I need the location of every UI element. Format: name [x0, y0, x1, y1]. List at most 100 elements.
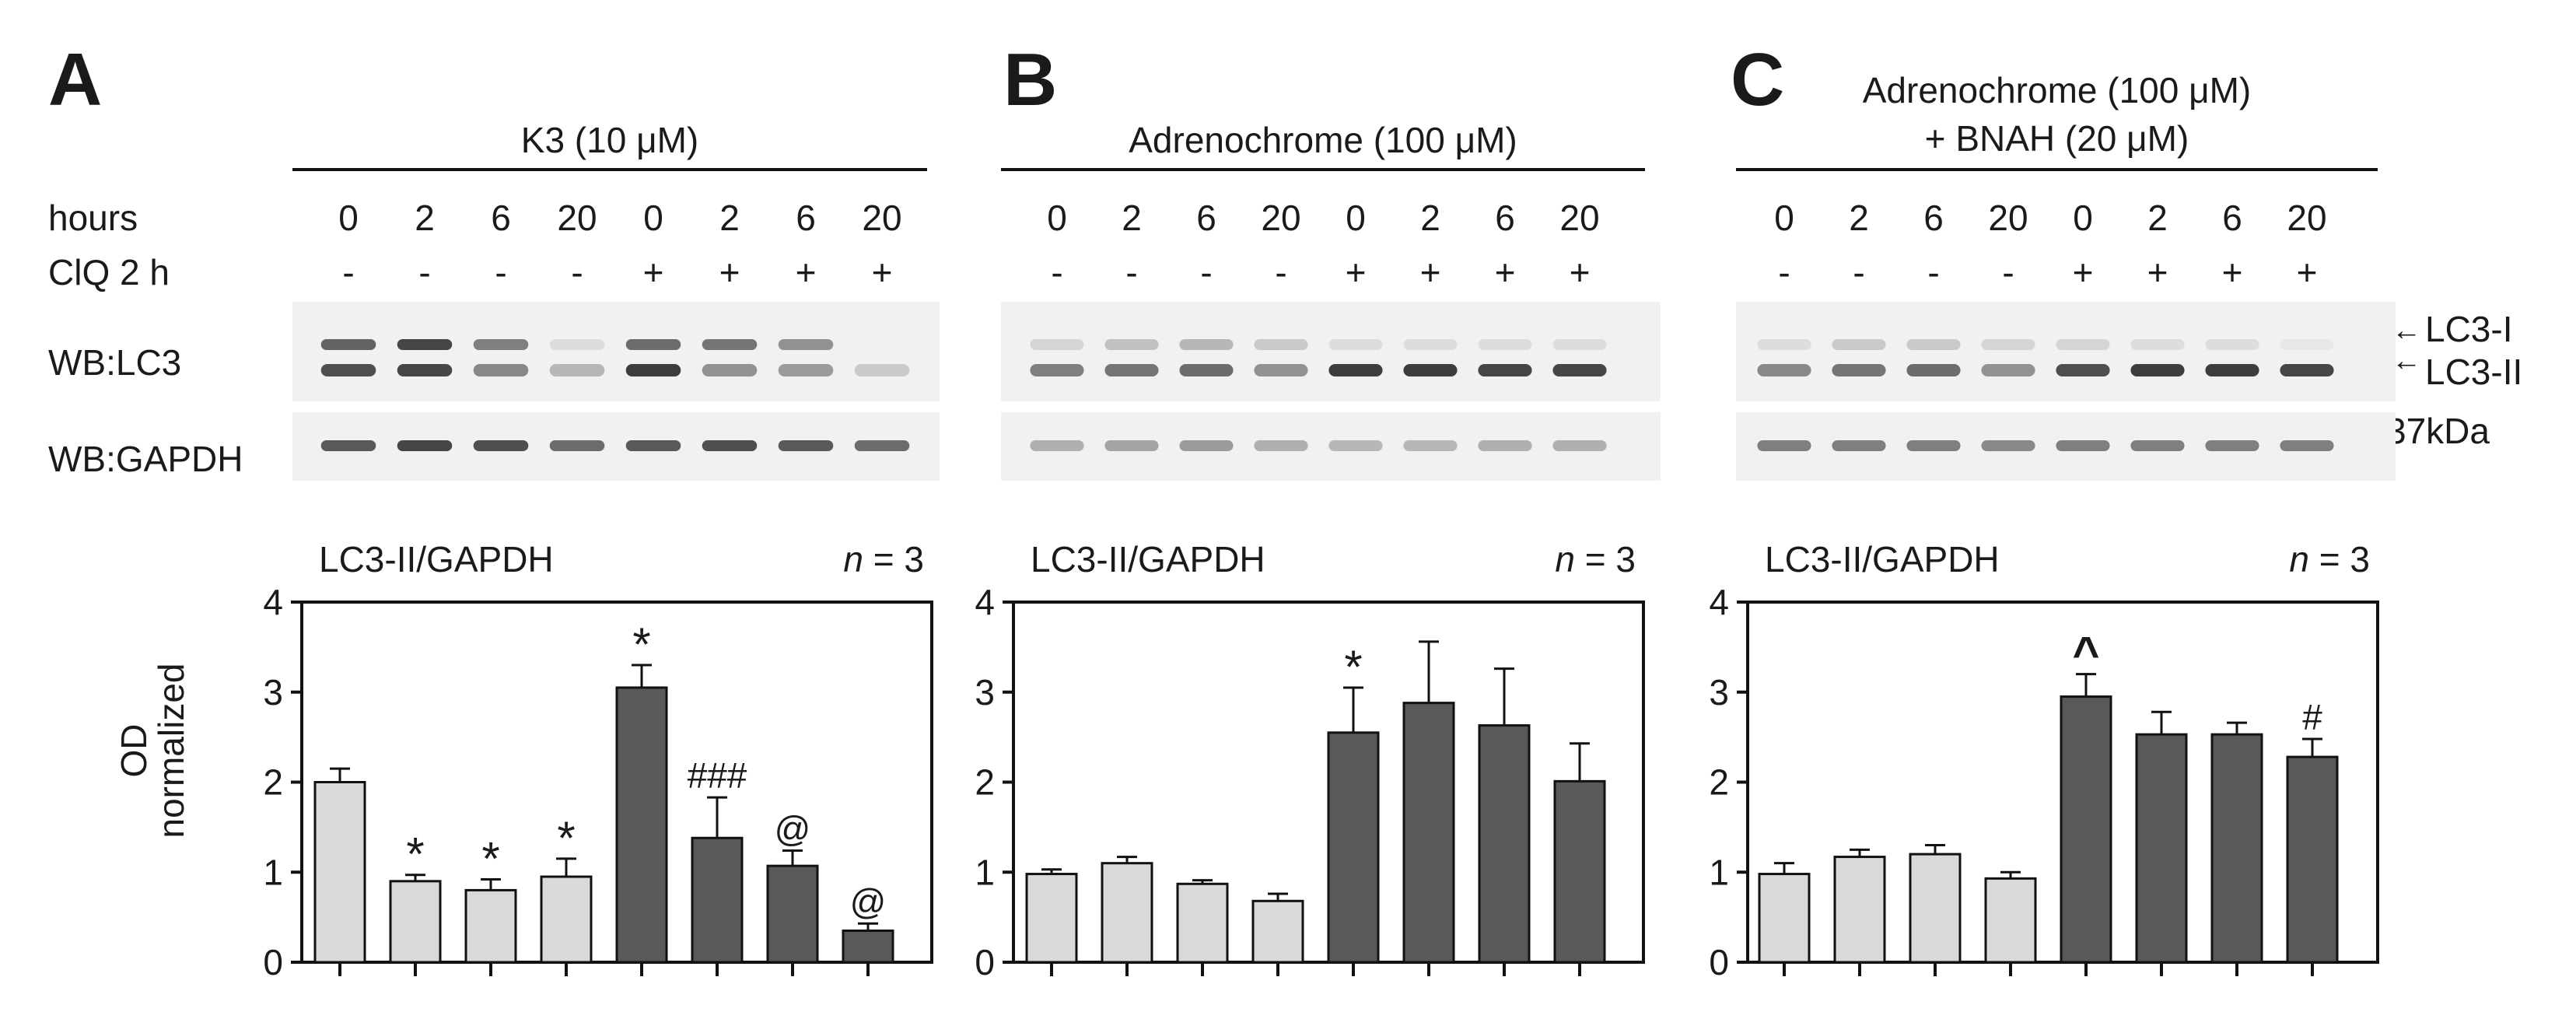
- hours-value: 0: [338, 198, 359, 238]
- lc3-ii-band: [473, 364, 529, 376]
- hours-value: 0: [2073, 198, 2093, 238]
- hours-value: 0: [1346, 198, 1366, 238]
- lc3-i-label: LC3-I: [2425, 309, 2512, 349]
- lc3-ii-band: [854, 364, 910, 376]
- lc3-i-band: [1179, 339, 1234, 350]
- y-tick-label: 0: [1709, 942, 1729, 982]
- treatment-label-c-0: Adrenochrome (100 μM): [1863, 70, 2252, 110]
- hours-value: 20: [1261, 198, 1300, 238]
- gapdh-band: [1030, 440, 1084, 451]
- hours-value: 6: [2222, 198, 2242, 238]
- hours-value: 2: [1849, 198, 1869, 238]
- lc3-ii-band: [702, 364, 758, 376]
- lc3-i-band: [1328, 339, 1383, 350]
- wb-lc3-label: WB:LC3: [48, 342, 181, 383]
- y-tick-label: 1: [1709, 852, 1729, 892]
- wb-gapdh-label: WB:GAPDH: [48, 439, 243, 479]
- hours-value: 20: [1988, 198, 2028, 238]
- gapdh-band: [1179, 440, 1234, 451]
- bar: [2210, 733, 2263, 964]
- lc3-i-band: [778, 339, 834, 350]
- gapdh-band: [397, 440, 453, 451]
- bar: [1101, 862, 1153, 964]
- lc3-i-band: [625, 339, 681, 350]
- hours-value: 2: [1420, 198, 1440, 238]
- significance-mark: #: [2302, 697, 2322, 737]
- y-tick-label: 3: [1709, 672, 1729, 713]
- lc3-i-band: [397, 339, 453, 350]
- hours-value: 6: [491, 198, 511, 238]
- bar: [2060, 695, 2112, 964]
- clq-value: +: [796, 252, 817, 292]
- hours-value: 20: [862, 198, 901, 238]
- y-tick-label: 2: [975, 762, 995, 803]
- clq-value: +: [643, 252, 664, 292]
- lc3-ii-band: [2056, 364, 2110, 376]
- lc3-ii-band: [1478, 364, 1532, 376]
- bar: [1176, 882, 1229, 964]
- bar: [842, 929, 894, 964]
- hours-value: 6: [1495, 198, 1515, 238]
- lc3-i-band: [2280, 339, 2334, 350]
- clq-value: +: [1346, 252, 1367, 292]
- bar: [313, 781, 366, 964]
- gapdh-band: [2056, 440, 2110, 451]
- hours-value: 2: [719, 198, 740, 238]
- lc3-blot: [1736, 302, 2396, 401]
- bar: [1251, 899, 1304, 964]
- gapdh-band: [854, 440, 910, 451]
- lc3-ii-band: [1030, 364, 1084, 376]
- gapdh-band: [778, 440, 834, 451]
- y-tick-label: 4: [1709, 582, 1729, 622]
- bar: [1833, 856, 1886, 964]
- lc3-ii-band: [1552, 364, 1607, 376]
- hours-value: 20: [2287, 198, 2326, 238]
- hours-value: 20: [1559, 198, 1599, 238]
- gapdh-band: [702, 440, 758, 451]
- significance-mark: *: [481, 833, 499, 885]
- lc3-i-band: [2130, 339, 2185, 350]
- hours-row-label: hours: [48, 198, 138, 238]
- gapdh-band: [1552, 440, 1607, 451]
- bar: [1984, 877, 2037, 964]
- bar: [2135, 733, 2188, 964]
- lc3-ii-band: [1254, 364, 1308, 376]
- lc3-i-band: [1757, 339, 1811, 350]
- clq-value: +: [2297, 252, 2318, 292]
- panel-letter-b: B: [1003, 38, 1057, 121]
- lc3-i-band: [1981, 339, 2035, 350]
- y-tick-label: 0: [263, 942, 283, 982]
- gapdh-band: [1478, 440, 1532, 451]
- y-tick-label: 1: [975, 852, 995, 892]
- hours-value: 0: [1047, 198, 1067, 238]
- bar: [766, 864, 819, 964]
- gapdh-band: [549, 440, 605, 451]
- y-tick-label: 3: [263, 672, 283, 713]
- y-tick-label: 3: [975, 672, 995, 713]
- bar: [540, 875, 593, 964]
- gapdh-band: [1906, 440, 1961, 451]
- lc3-i-band: [2056, 339, 2110, 350]
- gapdh-band: [2205, 440, 2259, 451]
- chart-title: LC3-II/GAPDH: [319, 539, 554, 580]
- clq-value: -: [495, 252, 506, 292]
- bar: [1553, 779, 1606, 964]
- y-tick-label: 2: [263, 762, 283, 803]
- clq-row-label: ClQ 2 h: [48, 252, 170, 292]
- bar: [691, 836, 744, 964]
- lc3-ii-band: [1906, 364, 1961, 376]
- lc3-i-band: [1552, 339, 1607, 350]
- lc3-ii-band: [1403, 364, 1458, 376]
- marker-label: 37kDa: [2386, 411, 2490, 451]
- clq-value: -: [1853, 252, 1864, 292]
- clq-value: -: [1125, 252, 1137, 292]
- clq-value: -: [1778, 252, 1790, 292]
- gapdh-band: [473, 440, 529, 451]
- lc3-i-band: [2205, 339, 2259, 350]
- hours-value: 6: [796, 198, 816, 238]
- clq-value: +: [2147, 252, 2168, 292]
- n-label: n = 3: [843, 539, 924, 580]
- hours-value: 6: [1196, 198, 1216, 238]
- lc3-i-band: [702, 339, 758, 350]
